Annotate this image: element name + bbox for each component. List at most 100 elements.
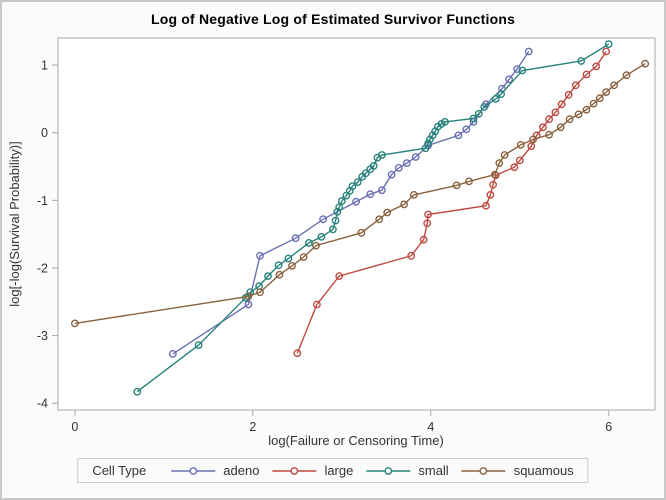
legend: Cell Type adeno large small squamous: [77, 458, 589, 483]
data-point-marker-icon: [361, 169, 370, 178]
data-point-marker-icon: [366, 190, 375, 199]
data-point-marker-icon: [582, 70, 591, 79]
data-point-marker-icon: [529, 135, 537, 144]
data-point-marker-icon: [516, 140, 525, 149]
y-tick-label: -1: [37, 194, 48, 208]
data-point-marker-icon: [441, 118, 449, 126]
axis-ticks: 0 2 4 6 1 0 -1 -2 -3 -4: [37, 59, 612, 434]
plot-canvas: 0 2 4 6 1 0 -1 -2 -3 -4 log(Failure or Censoring …: [7, 37, 656, 448]
data-point-marker-icon: [589, 99, 598, 108]
legend-marker-icon: [171, 466, 216, 475]
data-point-marker-icon: [194, 341, 203, 349]
data-point-marker-icon: [497, 90, 505, 99]
x-tick-label: 4: [427, 420, 434, 434]
data-point-marker-icon: [545, 115, 553, 124]
data-point-marker-icon: [577, 57, 586, 65]
data-point-marker-icon: [291, 234, 300, 243]
data-point-marker-icon: [524, 47, 533, 56]
y-tick-label: 0: [41, 126, 48, 140]
data-point-marker-icon: [71, 319, 79, 328]
data-point-marker-icon: [319, 215, 327, 224]
data-point-marker-icon: [353, 178, 362, 187]
data-point-marker-icon: [571, 81, 580, 90]
data-point-marker-icon: [133, 387, 142, 396]
series-line-small: [136, 43, 610, 393]
x-axis-label: log(Failure or Censoring Time): [268, 433, 444, 448]
data-point-marker-icon: [383, 208, 392, 217]
data-point-marker-icon: [377, 186, 386, 195]
data-point-marker-icon: [582, 105, 591, 114]
data-point-marker-icon: [348, 182, 357, 191]
data-point-marker-icon: [288, 261, 296, 270]
data-point-marker-icon: [510, 163, 519, 172]
data-point-marker-icon: [275, 270, 284, 279]
plot-area: [58, 38, 655, 410]
data-point-marker-icon: [482, 201, 490, 210]
data-point-marker-icon: [424, 139, 432, 148]
data-point-marker-icon: [574, 110, 583, 119]
data-point-marker-icon: [527, 142, 536, 151]
data-point-marker-icon: [454, 131, 463, 140]
data-point-marker-icon: [452, 181, 461, 190]
data-point-marker-icon: [328, 225, 337, 234]
data-point-marker-icon: [375, 215, 384, 224]
data-point-marker-icon: [604, 40, 613, 48]
data-point-marker-icon: [400, 200, 408, 209]
chart-title: Log of Negative Log of Estimated Survivo…: [150, 11, 516, 27]
data-point-marker-icon: [168, 349, 177, 358]
data-point-marker-icon: [505, 75, 513, 84]
data-point-marker-icon: [293, 349, 302, 358]
series-squamous: [71, 59, 650, 328]
data-point-marker-icon: [312, 300, 321, 309]
data-point-marker-icon: [595, 94, 604, 103]
y-tick-label: 1: [41, 59, 48, 73]
legend-items: adeno large small squamous: [170, 463, 574, 478]
data-point-marker-icon: [424, 210, 432, 219]
data-point-marker-icon: [256, 251, 264, 260]
data-point-marker-icon: [256, 288, 264, 297]
data-point-marker-icon: [489, 180, 497, 189]
x-tick-label: 6: [605, 420, 612, 434]
data-point-marker-icon: [423, 219, 432, 228]
x-tick-label: 2: [249, 420, 256, 434]
data-point-marker-icon: [264, 272, 272, 280]
data-point-marker-icon: [331, 216, 340, 225]
data-point-marker-icon: [474, 109, 483, 118]
data-point-marker-icon: [317, 232, 326, 241]
data-point-marker-icon: [513, 65, 521, 73]
data-point-marker-icon: [490, 170, 499, 179]
data-point-marker-icon: [545, 130, 553, 139]
data-point-marker-icon: [495, 159, 504, 168]
y-tick-label: -2: [37, 261, 48, 275]
data-point-marker-icon: [641, 59, 650, 68]
data-point-marker-icon: [244, 300, 253, 309]
series-adeno: [168, 47, 533, 358]
data-point-marker-icon: [337, 197, 346, 205]
series-large: [293, 47, 610, 358]
data-point-marker-icon: [465, 177, 473, 186]
y-axis-label: log[-log(Survival Probability)]: [7, 141, 22, 306]
legend-marker-icon: [461, 466, 506, 475]
data-point-marker-icon: [480, 103, 489, 111]
legend-item-squamous: squamous: [461, 463, 574, 478]
data-point-marker-icon: [352, 197, 360, 206]
data-point-marker-icon: [419, 235, 428, 244]
data-point-marker-icon: [411, 153, 420, 161]
data-point-marker-icon: [564, 90, 573, 99]
data-series: [71, 40, 650, 396]
data-point-marker-icon: [491, 95, 500, 103]
data-point-marker-icon: [551, 108, 560, 117]
data-point-marker-icon: [622, 71, 631, 80]
data-point-marker-icon: [284, 254, 293, 263]
y-tick-label: -3: [37, 329, 48, 343]
data-point-marker-icon: [610, 81, 618, 90]
data-point-marker-icon: [394, 163, 403, 172]
data-point-marker-icon: [557, 100, 566, 109]
y-tick-label: -4: [37, 397, 48, 411]
data-point-marker-icon: [402, 159, 411, 168]
legend-item-small: small: [365, 463, 449, 478]
legend-label-squamous: squamous: [513, 463, 574, 478]
legend-item-adeno: adeno: [170, 463, 259, 478]
legend-label-small: small: [418, 463, 449, 478]
